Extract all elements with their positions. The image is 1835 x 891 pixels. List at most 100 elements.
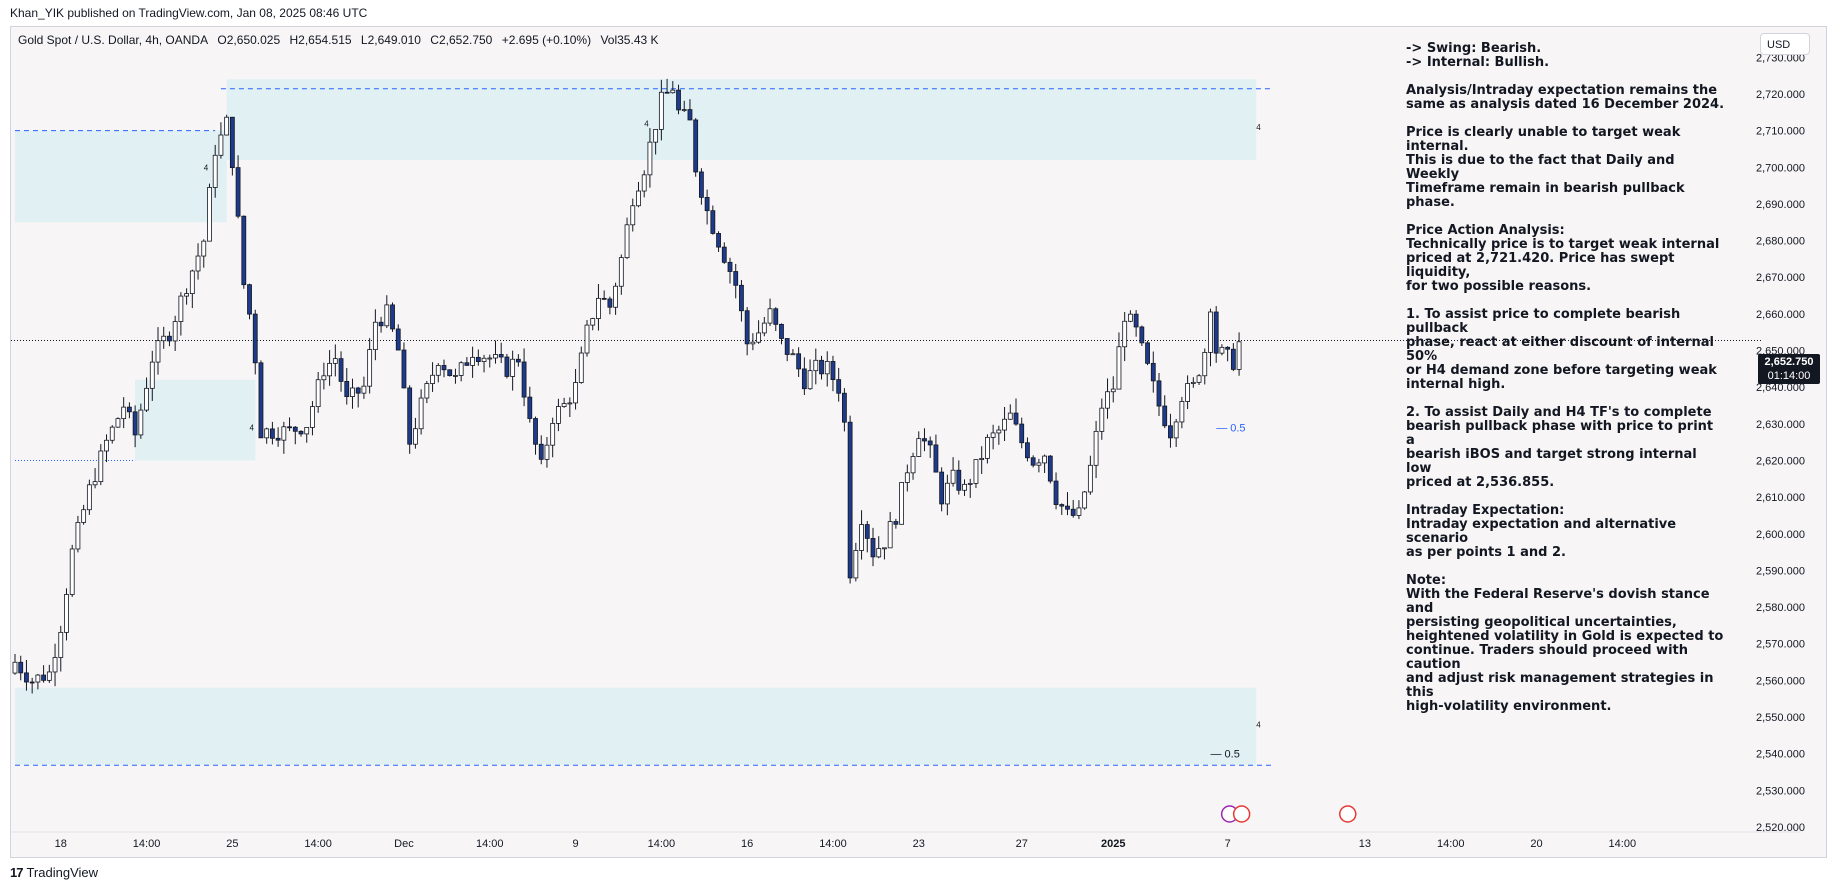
price-zone[interactable]: [15, 687, 1257, 765]
candle-body[interactable]: [773, 308, 779, 325]
candle-body[interactable]: [81, 509, 87, 523]
candle-body[interactable]: [178, 295, 184, 322]
candle-body[interactable]: [224, 116, 230, 136]
candle-body[interactable]: [418, 397, 424, 430]
candle-body[interactable]: [104, 439, 109, 452]
candle-body[interactable]: [1168, 425, 1173, 439]
candle-body[interactable]: [189, 270, 195, 294]
candle-body[interactable]: [681, 109, 687, 111]
candle-body[interactable]: [687, 109, 693, 121]
candle-body[interactable]: [327, 362, 333, 377]
candle-body[interactable]: [739, 284, 744, 312]
candle-body[interactable]: [218, 134, 224, 156]
candle-body[interactable]: [127, 406, 132, 413]
candle-body[interactable]: [1196, 375, 1202, 383]
candle-body[interactable]: [801, 368, 807, 390]
candle-body[interactable]: [990, 432, 996, 438]
candle-body[interactable]: [435, 365, 441, 376]
candle-body[interactable]: [538, 443, 544, 460]
candle-body[interactable]: [750, 341, 756, 345]
candle-body[interactable]: [172, 321, 178, 342]
candle-body[interactable]: [361, 385, 367, 394]
candle-body[interactable]: [533, 418, 538, 445]
candle-body[interactable]: [618, 257, 624, 287]
candle-body[interactable]: [596, 297, 601, 319]
candle-body[interactable]: [390, 304, 395, 330]
candle-body[interactable]: [1047, 455, 1053, 482]
candle-body[interactable]: [733, 271, 739, 286]
candle-body[interactable]: [567, 402, 573, 405]
candle-body[interactable]: [1128, 313, 1133, 322]
candle-body[interactable]: [904, 472, 910, 483]
candle-body[interactable]: [69, 548, 75, 595]
candle-body[interactable]: [653, 128, 659, 143]
candle-body[interactable]: [1110, 388, 1116, 393]
candle-body[interactable]: [967, 483, 973, 485]
candle-body[interactable]: [939, 471, 945, 505]
candle-body[interactable]: [412, 428, 418, 445]
candle-body[interactable]: [899, 482, 904, 525]
candle-body[interactable]: [630, 205, 636, 226]
candle-body[interactable]: [75, 522, 81, 550]
candle-body[interactable]: [212, 154, 218, 188]
candle-body[interactable]: [933, 444, 939, 473]
candle-body[interactable]: [64, 594, 69, 633]
candle-body[interactable]: [670, 89, 676, 94]
candle-body[interactable]: [761, 322, 767, 334]
candle-body[interactable]: [710, 210, 716, 234]
candle-body[interactable]: [1213, 311, 1219, 354]
candle-body[interactable]: [458, 362, 464, 376]
candle-body[interactable]: [58, 631, 64, 658]
candle-body[interactable]: [853, 550, 859, 579]
candle-body[interactable]: [561, 403, 567, 407]
candle-body[interactable]: [1219, 346, 1225, 354]
candle-body[interactable]: [464, 362, 470, 366]
candle-body[interactable]: [41, 674, 47, 681]
candle-body[interactable]: [1150, 362, 1156, 382]
candle-body[interactable]: [1076, 507, 1082, 516]
candle-body[interactable]: [1185, 383, 1190, 402]
candle-body[interactable]: [676, 89, 681, 111]
candle-body[interactable]: [378, 321, 384, 327]
candle-body[interactable]: [315, 379, 321, 408]
candle-body[interactable]: [790, 353, 796, 356]
candle-body[interactable]: [407, 387, 413, 445]
candle-body[interactable]: [784, 338, 790, 355]
candle-body[interactable]: [590, 318, 596, 326]
candle-body[interactable]: [578, 352, 584, 383]
candle-body[interactable]: [161, 335, 167, 342]
candle-body[interactable]: [721, 246, 727, 263]
candle-body[interactable]: [807, 370, 813, 390]
candle-body[interactable]: [281, 426, 287, 441]
candle-body[interactable]: [350, 387, 355, 397]
candle-body[interactable]: [847, 421, 853, 579]
candle-body[interactable]: [979, 457, 985, 460]
candle-body[interactable]: [229, 116, 235, 169]
candle-body[interactable]: [985, 436, 990, 459]
candle-body[interactable]: [1059, 504, 1065, 507]
candle-body[interactable]: [664, 91, 670, 94]
candle-body[interactable]: [1053, 480, 1059, 505]
candle-body[interactable]: [12, 661, 18, 674]
candle-body[interactable]: [144, 387, 149, 411]
candle-body[interactable]: [779, 323, 784, 339]
candle-body[interactable]: [401, 349, 407, 389]
candle-body[interactable]: [109, 426, 115, 441]
candle-body[interactable]: [973, 459, 979, 484]
candle-body[interactable]: [819, 359, 824, 375]
candle-body[interactable]: [98, 450, 104, 483]
candle-body[interactable]: [355, 387, 361, 394]
candle-body[interactable]: [86, 484, 92, 511]
candle-body[interactable]: [744, 310, 750, 345]
candle-body[interactable]: [962, 483, 967, 491]
candle-body[interactable]: [201, 240, 207, 257]
candle-body[interactable]: [756, 332, 761, 343]
candle-body[interactable]: [556, 406, 561, 424]
candle-body[interactable]: [247, 284, 252, 315]
candle-body[interactable]: [487, 357, 493, 360]
candle-body[interactable]: [367, 349, 373, 387]
candle-body[interactable]: [298, 430, 304, 435]
candle-body[interactable]: [121, 406, 127, 420]
candle-body[interactable]: [493, 354, 498, 359]
candle-body[interactable]: [52, 657, 58, 673]
